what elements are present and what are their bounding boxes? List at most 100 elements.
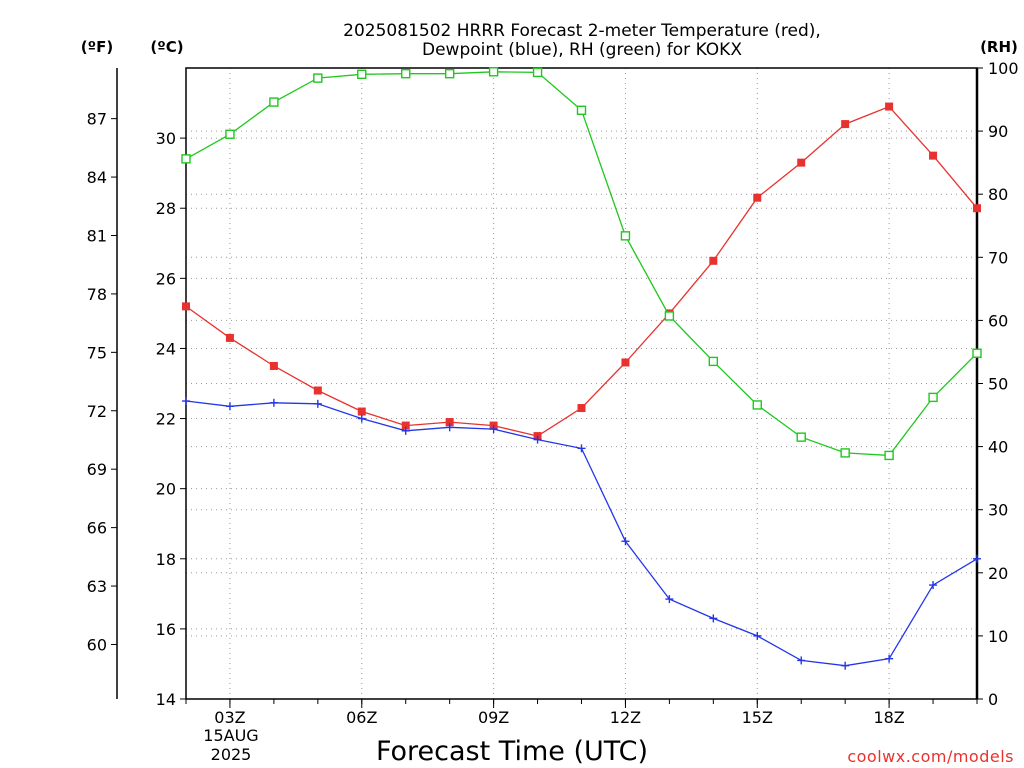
rh-point bbox=[752, 400, 762, 410]
rh-point bbox=[488, 67, 499, 77]
x-tick-label: 15Z bbox=[742, 708, 773, 727]
rh-point bbox=[357, 69, 367, 80]
x-tick-label: 06Z bbox=[346, 708, 377, 727]
rh-point bbox=[928, 392, 938, 403]
dewpoint-point bbox=[401, 426, 410, 435]
rh-tick-label: 40 bbox=[988, 438, 1008, 457]
rh-point bbox=[620, 231, 631, 241]
dewpoint-point bbox=[753, 631, 762, 640]
watermark-text: coolwx.com/models bbox=[847, 747, 1014, 766]
rh-tick-label: 100 bbox=[988, 59, 1019, 78]
dewpoint-line bbox=[185, 400, 978, 667]
temperature-point bbox=[313, 386, 322, 395]
temperature-point bbox=[269, 361, 278, 370]
rh-point bbox=[444, 68, 455, 79]
fahrenheit-tick-label: 60 bbox=[87, 635, 107, 654]
fahrenheit-tick-label: 66 bbox=[87, 519, 107, 538]
temperature-point bbox=[577, 404, 586, 413]
axes: 14 16 18 20 22 24 26 28 30 60 63 66 69 72 75 78 81 84 87 0 1… bbox=[87, 59, 1019, 727]
rh-point bbox=[708, 356, 719, 367]
dewpoint-point bbox=[533, 435, 542, 444]
temperature-point bbox=[182, 302, 190, 311]
x-tick-label: 09Z bbox=[478, 708, 509, 727]
fahrenheit-tick-label: 84 bbox=[87, 168, 107, 187]
rh-tick-label: 30 bbox=[988, 501, 1008, 520]
rh-point bbox=[532, 67, 543, 78]
dewpoint-point bbox=[665, 595, 674, 604]
temperature-point bbox=[445, 418, 454, 427]
celsius-tick-label: 18 bbox=[156, 550, 176, 569]
rh-tick-label: 50 bbox=[988, 375, 1008, 394]
temperature-point bbox=[973, 204, 981, 213]
fahrenheit-unit-label: (ºF) bbox=[81, 38, 113, 56]
rh-point bbox=[664, 311, 675, 321]
dewpoint-point bbox=[489, 425, 498, 434]
temperature-point bbox=[929, 151, 938, 160]
dewpoint-point bbox=[709, 614, 718, 623]
rh-point bbox=[840, 448, 850, 458]
temperature-point bbox=[709, 256, 718, 265]
chart-title-line2: Dewpoint (blue), RH (green) for KOKX bbox=[422, 40, 742, 60]
fahrenheit-tick-label: 81 bbox=[87, 226, 107, 245]
celsius-tick-label: 16 bbox=[156, 620, 176, 639]
dewpoint-point bbox=[182, 397, 190, 406]
dewpoint-point bbox=[621, 537, 630, 546]
rh-point bbox=[576, 105, 587, 115]
temperature-point bbox=[225, 333, 234, 342]
rh-point bbox=[972, 348, 982, 358]
rh-tick-label: 90 bbox=[988, 122, 1008, 141]
x-tick-label: 03Z bbox=[214, 708, 245, 727]
celsius-tick-label: 24 bbox=[156, 339, 176, 358]
rh-point bbox=[796, 432, 806, 442]
fahrenheit-tick-label: 72 bbox=[87, 402, 107, 421]
rh-point bbox=[401, 68, 411, 79]
temperature-point bbox=[797, 158, 806, 167]
dewpoint-point bbox=[973, 554, 981, 563]
rh-tick-label: 80 bbox=[988, 185, 1008, 204]
temperature-point bbox=[885, 102, 894, 111]
x-tick-label: 12Z bbox=[610, 708, 641, 727]
rh-tick-label: 10 bbox=[988, 627, 1008, 646]
temperature-point bbox=[621, 358, 630, 367]
fahrenheit-tick-label: 69 bbox=[87, 460, 107, 479]
date-label-year: 2025 bbox=[211, 745, 252, 764]
dewpoint-point bbox=[225, 402, 234, 411]
dewpoint-point bbox=[929, 581, 938, 590]
temperature-line bbox=[185, 105, 978, 437]
rh-point bbox=[269, 97, 279, 107]
fahrenheit-tick-label: 78 bbox=[87, 285, 107, 304]
rh-tick-label: 20 bbox=[988, 564, 1008, 583]
chart-title-line1: 2025081502 HRRR Forecast 2-meter Tempera… bbox=[343, 21, 821, 41]
dewpoint-point bbox=[269, 398, 278, 407]
temperature-point bbox=[401, 421, 410, 430]
temperature-point bbox=[841, 120, 850, 129]
dewpoint-point bbox=[577, 444, 586, 453]
dewpoint-point bbox=[841, 661, 850, 670]
celsius-tick-label: 20 bbox=[156, 480, 176, 499]
fahrenheit-tick-label: 87 bbox=[87, 110, 107, 129]
rh-line bbox=[185, 71, 978, 457]
series bbox=[181, 67, 982, 670]
temperature-point bbox=[753, 193, 762, 202]
x-tick-label: 18Z bbox=[873, 708, 904, 727]
temperature-point bbox=[357, 407, 366, 416]
x-axis-label: Forecast Time (UTC) bbox=[376, 736, 648, 767]
rh-tick-label: 70 bbox=[988, 248, 1008, 267]
celsius-tick-label: 22 bbox=[156, 410, 176, 429]
rh-unit-label: (RH) bbox=[980, 38, 1018, 56]
fahrenheit-tick-label: 75 bbox=[87, 343, 107, 362]
dewpoint-point bbox=[797, 656, 806, 665]
rh-point bbox=[884, 450, 894, 461]
dewpoint-point bbox=[357, 414, 366, 423]
rh-point bbox=[225, 129, 235, 139]
dewpoint-point bbox=[313, 399, 322, 408]
fahrenheit-tick-label: 63 bbox=[87, 577, 107, 596]
celsius-tick-label: 28 bbox=[156, 199, 176, 218]
celsius-unit-label: (ºC) bbox=[150, 38, 183, 56]
rh-tick-label: 0 bbox=[988, 690, 998, 709]
rh-point bbox=[181, 154, 191, 164]
celsius-tick-label: 26 bbox=[156, 269, 176, 288]
celsius-tick-label: 14 bbox=[156, 690, 176, 709]
date-label-day: 15AUG bbox=[203, 726, 258, 745]
